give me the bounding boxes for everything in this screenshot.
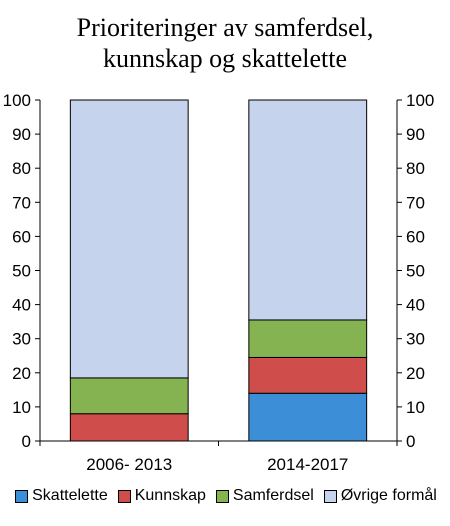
legend-item-1: Kunnskap — [117, 487, 206, 505]
y-tick-label-right-5: 50 — [406, 262, 425, 281]
y-tick-label-right-10: 100 — [406, 91, 434, 110]
bar-segment-3-1 — [248, 99, 368, 321]
y-tick-label-left-2: 20 — [12, 364, 31, 383]
legend-item-2: Samferdsel — [215, 487, 314, 505]
y-tick-label-right-9: 90 — [406, 125, 425, 144]
y-tick-label-left-0: 0 — [22, 432, 31, 451]
y-tick-label-left-8: 80 — [12, 159, 31, 178]
y-tick-label-left-10: 100 — [3, 91, 31, 110]
y-tick-label-left-6: 60 — [12, 227, 31, 246]
y-tick-label-left-1: 10 — [12, 398, 31, 417]
legend-label-1: Kunnskap — [134, 487, 206, 504]
legend-swatch-2 — [215, 489, 229, 503]
legend-swatch-3 — [323, 489, 337, 503]
y-tick-label-left-5: 50 — [12, 262, 31, 281]
y-tick-label-left-7: 70 — [12, 193, 31, 212]
legend-label-0: Skattelette — [32, 487, 108, 504]
legend-label-3: Øvrige formål — [340, 487, 437, 504]
y-tick-label-left-9: 90 — [12, 125, 31, 144]
y-tick-label-right-7: 70 — [406, 193, 425, 212]
bar-segment-1-1 — [248, 356, 368, 394]
chart-title-line-2: kunnskap og skattelette — [102, 44, 348, 73]
x-tick-label-1: 2014-2017 — [267, 455, 348, 474]
y-tick-label-left-3: 30 — [12, 330, 31, 349]
y-tick-label-right-3: 30 — [406, 330, 425, 349]
legend-swatch-0 — [15, 489, 29, 503]
chart-title: Prioriteringer av samferdsel, kunnskap o… — [0, 12, 450, 74]
y-tick-label-left-4: 40 — [12, 296, 31, 315]
y-tick-label-right-0: 0 — [406, 432, 415, 451]
legend-item-3: Øvrige formål — [323, 487, 437, 505]
y-tick-label-right-8: 80 — [406, 159, 425, 178]
legend-swatch-1 — [117, 489, 131, 503]
bar-segment-0-1 — [248, 392, 368, 442]
bar-segment-3-0 — [69, 99, 189, 379]
y-tick-label-right-6: 60 — [406, 227, 425, 246]
y-tick-label-right-2: 20 — [406, 364, 425, 383]
legend-label-2: Samferdsel — [232, 487, 314, 504]
bar-segment-2-1 — [248, 319, 368, 358]
bar-segment-2-0 — [69, 377, 189, 415]
x-tick-label-0: 2006- 2013 — [86, 455, 172, 474]
y-tick-label-right-1: 10 — [406, 398, 425, 417]
chart-legend: Skattelette Kunnskap Samferdsel Øvrige form… — [6, 485, 446, 507]
bar-segment-1-0 — [69, 413, 189, 442]
chart-title-line-1: Prioriteringer av samferdsel, — [76, 13, 374, 42]
y-tick-label-right-4: 40 — [406, 296, 425, 315]
legend-item-0: Skattelette — [15, 487, 108, 505]
